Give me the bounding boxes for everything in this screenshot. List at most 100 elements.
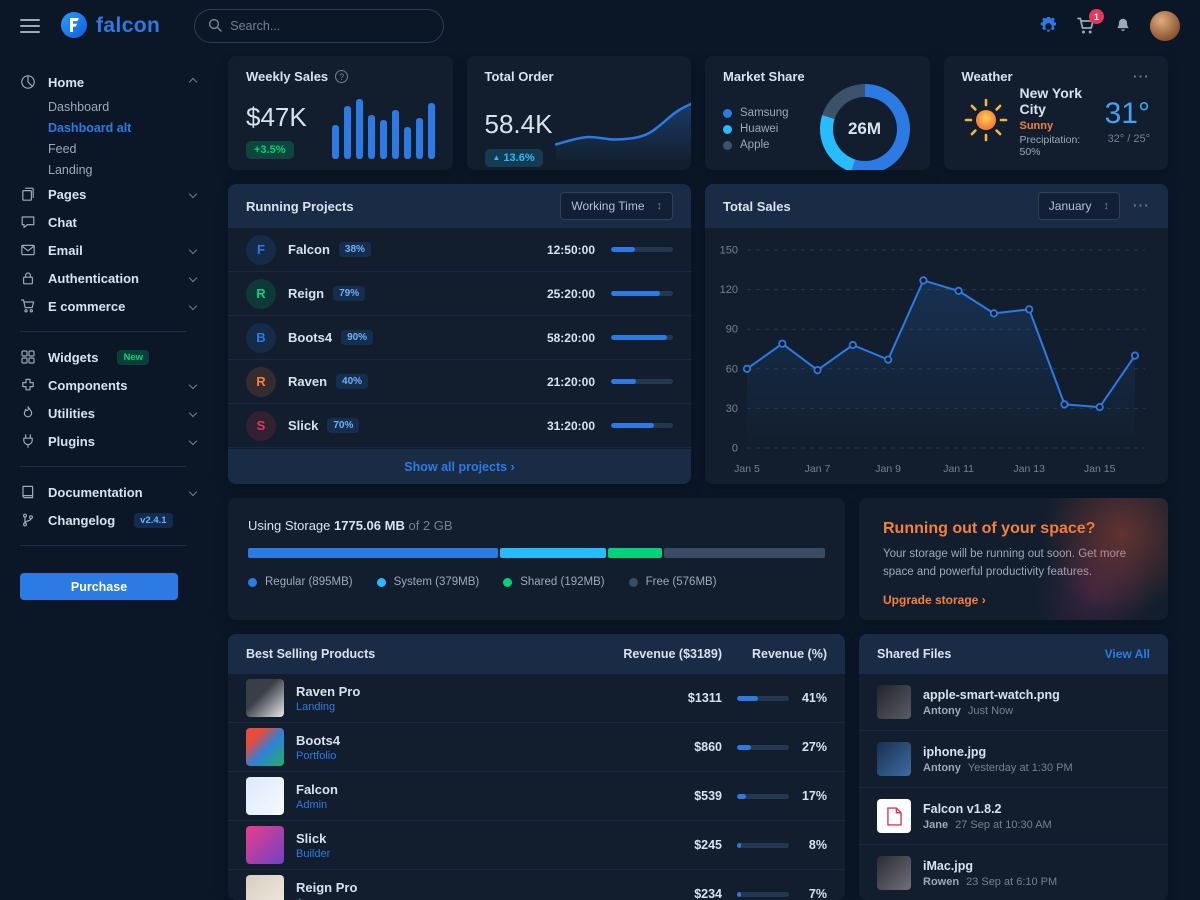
- legend-item: Free (576MB): [628, 576, 717, 588]
- project-pct-badge: 70%: [327, 418, 360, 433]
- project-pct-badge: 40%: [336, 374, 369, 389]
- svg-text:Jan 9: Jan 9: [875, 463, 901, 475]
- file-time: 23 Sep at 6:10 PM: [966, 875, 1058, 888]
- project-avatar: S: [246, 410, 276, 441]
- sidebar-item-utilities[interactable]: Utilities: [20, 399, 200, 427]
- lock-icon: [20, 270, 37, 286]
- file-owner: Antony: [923, 704, 961, 717]
- sidebar-item-authentication[interactable]: Authentication: [20, 264, 200, 292]
- sidebar-item-documentation[interactable]: Documentation: [20, 478, 200, 506]
- project-progress-bar: [611, 247, 673, 252]
- card-menu-icon[interactable]: ⋯: [1132, 66, 1150, 86]
- weather-range: 32° / 25°: [1107, 132, 1150, 145]
- weather-city: New York City: [1019, 85, 1083, 117]
- file-thumbnail: [877, 856, 911, 890]
- sidebar-item-changelog[interactable]: Changelog v2.4.1: [20, 506, 200, 534]
- total-order-badge: ▲ 13.6%: [484, 149, 543, 167]
- version-badge: v2.4.1: [134, 512, 173, 528]
- weather-title: Weather: [961, 69, 1013, 84]
- chevron-down-icon: [188, 189, 198, 199]
- hamburger-menu-button[interactable]: [20, 19, 40, 33]
- legend-item: Regular (895MB): [248, 576, 353, 588]
- search-input[interactable]: [230, 19, 431, 33]
- svg-text:150: 150: [720, 245, 738, 257]
- project-pct-badge: 38%: [338, 242, 371, 257]
- sidebar: Home Dashboard Dashboard alt Feed Landin…: [0, 52, 212, 900]
- sidebar-item-widgets[interactable]: Widgets New: [20, 343, 200, 371]
- notifications-bell-icon[interactable]: [1114, 17, 1132, 35]
- purchase-button[interactable]: Purchase: [20, 573, 178, 600]
- code-branch-icon: [20, 512, 37, 528]
- total-order-value: 58.4K: [484, 109, 553, 139]
- file-owner: Jane: [923, 818, 949, 831]
- legend-dot: [723, 108, 732, 118]
- chevron-down-icon: [188, 273, 198, 283]
- product-category-link[interactable]: Landing: [296, 700, 336, 713]
- legend-item: Shared (192MB): [503, 576, 605, 588]
- sidebar-item-dashboard-alt[interactable]: Dashboard alt: [48, 120, 132, 135]
- settings-gear-icon[interactable]: [1039, 16, 1058, 36]
- weekly-sales-badge: +3.5%: [246, 141, 294, 159]
- sidebar-divider: [20, 545, 186, 546]
- puzzle-icon: [20, 377, 37, 393]
- legend-dot: [723, 124, 732, 134]
- falcon-logo[interactable]: falcon: [60, 11, 160, 42]
- upgrade-storage-link[interactable]: Upgrade storage ›: [883, 592, 986, 607]
- svg-text:120: 120: [720, 284, 738, 296]
- svg-text:90: 90: [726, 324, 738, 336]
- product-revenue: $245: [694, 838, 722, 852]
- sidebar-item-components[interactable]: Components: [20, 371, 200, 399]
- total-sales-chart: 0 30 60 90 120 150 Jan 5 Jan 7 Jan 9 Jan 11 Jan 13…: [705, 228, 1168, 483]
- sidebar-item-landing[interactable]: Landing: [48, 162, 93, 177]
- product-thumbnail: [246, 679, 284, 717]
- product-category-link[interactable]: Agency: [296, 897, 557, 900]
- best-selling-title: Best Selling Products: [246, 647, 376, 661]
- product-thumbnail: [246, 875, 284, 900]
- sidebar-item-plugins[interactable]: Plugins: [20, 427, 200, 455]
- legend-dot: [248, 577, 257, 587]
- product-category-link[interactable]: Builder: [296, 847, 331, 860]
- brand-name: falcon: [96, 14, 161, 37]
- working-time-select[interactable]: Working Time ↕: [560, 192, 673, 220]
- revenue-pct-column-header: Revenue (%): [751, 647, 827, 661]
- chevron-down-icon: [188, 487, 198, 497]
- sidebar-item-home[interactable]: Home: [20, 68, 200, 96]
- help-icon[interactable]: ?: [335, 70, 349, 83]
- product-category-link[interactable]: Admin: [296, 798, 328, 811]
- search-box[interactable]: [194, 9, 445, 43]
- show-all-projects-link[interactable]: Show all projects ›: [404, 459, 515, 474]
- user-avatar[interactable]: [1150, 11, 1180, 41]
- legend-dot: [628, 577, 638, 587]
- project-time: 21:20:00: [546, 374, 595, 389]
- storage-segment: [500, 548, 607, 558]
- shopping-cart-icon[interactable]: 1: [1076, 9, 1104, 36]
- sidebar-item-email[interactable]: Email: [20, 236, 200, 264]
- product-pct: 8%: [808, 838, 827, 852]
- project-row: S Slick 70% 31:20:00: [228, 404, 691, 448]
- project-time: 58:20:00: [546, 330, 595, 345]
- project-pct-badge: 79%: [333, 286, 366, 301]
- sidebar-item-feed[interactable]: Feed: [48, 141, 77, 156]
- file-row: iphone.jpg Antony Yesterday at 1:30 PM: [859, 731, 1168, 788]
- month-select[interactable]: January ↕: [1037, 192, 1120, 220]
- sidebar-item-dashboard[interactable]: Dashboard: [48, 99, 110, 114]
- view-all-link[interactable]: View All: [1104, 647, 1150, 661]
- product-category-link[interactable]: Portfolio: [296, 749, 337, 762]
- sidebar-item-chat[interactable]: Chat: [20, 208, 200, 236]
- card-menu-icon[interactable]: ⋯: [1132, 196, 1150, 215]
- storage-promo-card: Running out of your space? Your storage …: [859, 498, 1168, 620]
- product-thumbnail: [246, 777, 284, 815]
- sidebar-item-ecommerce[interactable]: E commerce: [20, 292, 200, 320]
- project-row: F Falcon 38% 12:50:00: [228, 228, 691, 272]
- running-projects-card: Running Projects Working Time ↕ F Falcon…: [228, 184, 691, 484]
- navbar-actions: 1: [1039, 9, 1180, 41]
- total-sales-title: Total Sales: [723, 198, 791, 214]
- weather-condition: Sunny: [1019, 120, 1054, 132]
- widgets-grid-icon: [20, 349, 37, 365]
- sidebar-divider: [20, 466, 186, 467]
- total-sales-card: Total Sales January ↕ ⋯ 0 30 60 90 120 150 Jan…: [705, 184, 1168, 484]
- total-order-area-chart: [552, 84, 691, 167]
- sidebar-item-pages[interactable]: Pages: [20, 180, 200, 208]
- cart-count-badge: 1: [1089, 9, 1104, 24]
- market-share-legend: Samsung Huawei Apple: [723, 103, 789, 155]
